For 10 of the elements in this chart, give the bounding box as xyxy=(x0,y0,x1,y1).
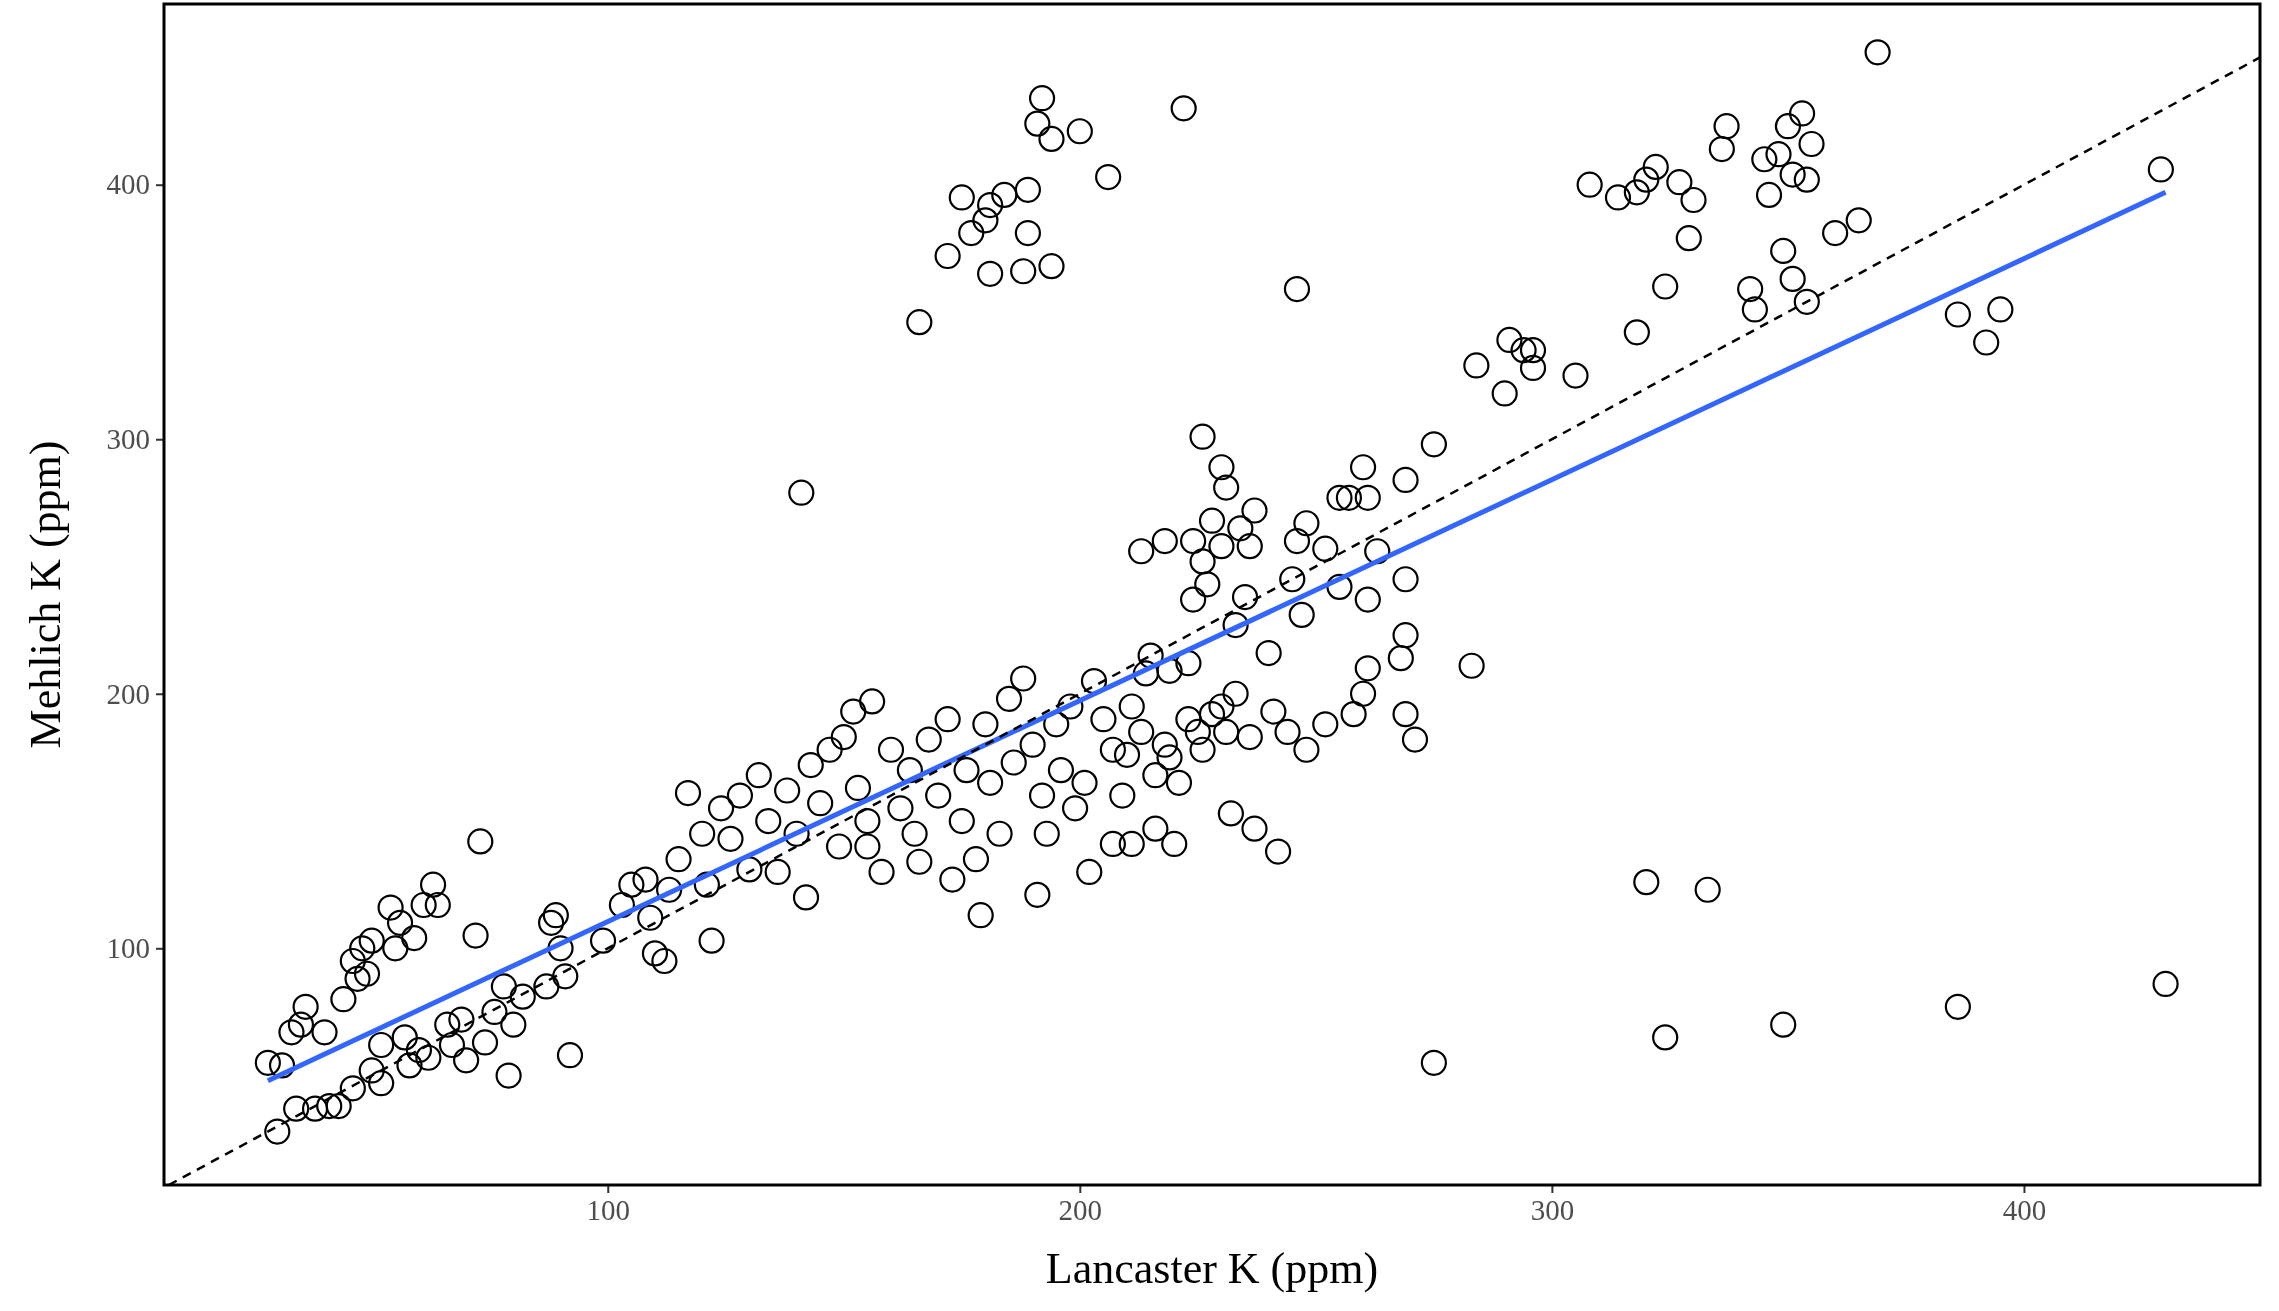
x-tick-label: 300 xyxy=(1530,1193,1575,1226)
x-axis-title: Lancaster K (ppm) xyxy=(1045,1244,1379,1293)
x-tick-label: 400 xyxy=(2002,1193,2047,1226)
x-tick-label: 100 xyxy=(586,1193,630,1226)
y-tick-label: 200 xyxy=(106,677,150,710)
y-axis-title: Mehlich K (ppm) xyxy=(21,440,70,749)
y-tick-label: 400 xyxy=(106,168,150,201)
y-tick-label: 100 xyxy=(106,932,150,965)
x-tick-label: 200 xyxy=(1058,1193,1103,1226)
y-tick-label: 300 xyxy=(106,423,150,456)
